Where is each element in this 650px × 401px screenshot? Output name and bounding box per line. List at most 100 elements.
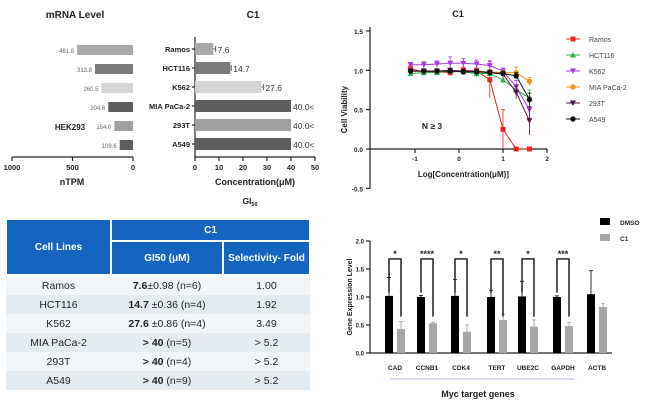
gi50-value: 14.7 ±0.36 (n=4) [111, 295, 223, 314]
gi50-value-label: 40.0< [293, 140, 315, 150]
viability-title: C1 [452, 9, 464, 19]
significance-bracket [521, 258, 535, 317]
viability-curve-293t [410, 69, 530, 121]
expr-bar-c1 [397, 328, 405, 353]
mrna-bar [114, 121, 133, 131]
gi50-x-tick-label: 10 [215, 163, 223, 172]
significance-label: * [393, 249, 397, 259]
expr-bar-dmso [587, 294, 595, 353]
viability-point [526, 118, 533, 124]
expr-legend-label: C1 [620, 236, 629, 243]
viability-point [420, 62, 427, 68]
mrna-bar [95, 64, 133, 74]
viability-curve-k562 [410, 62, 530, 110]
gi50-x-tick-label: 30 [263, 163, 271, 172]
expr-y-label: Gene Expression Level [347, 258, 354, 335]
viability-point [421, 68, 427, 74]
gi50-value: > 40 (n=5) [111, 333, 223, 352]
mrna-x-tick-label: 0 [131, 163, 135, 172]
viability-point [513, 89, 520, 96]
cell-line: HCT116 [6, 295, 111, 314]
legend-label: 293T [589, 101, 606, 108]
expr-y-tick-label: 2.0 [356, 240, 365, 246]
header-gi50: GI50 (μM) [110, 240, 224, 276]
expr-category-label: ACTB [588, 365, 606, 372]
expr-category-label: CCNB1 [416, 365, 439, 372]
gi50-value-label: 7.6 [218, 45, 230, 55]
selectivity-fold: 3.49 [223, 314, 310, 333]
viability-point [500, 76, 506, 83]
gi50-value-label: 14.7 [233, 64, 250, 74]
expr-x-label: Myc target genes [441, 389, 515, 399]
cell-line: MIA PaCa-2 [6, 333, 111, 352]
mrna-value-label: 313.8 [77, 68, 93, 74]
viability-point [434, 61, 440, 68]
legend-marker [570, 52, 576, 58]
gi50-x-tick-label: 40 [287, 163, 295, 172]
legend-label: Ramos [589, 37, 612, 44]
expr-category-label: CDK4 [452, 365, 470, 372]
viability-point [526, 146, 532, 152]
gi50-footer: GI50 [242, 196, 257, 208]
viability-point [486, 63, 493, 69]
gi50-table: Cell Lines C1 GI50 (μM) Selectivity- Fol… [5, 218, 311, 390]
viability-x-label: Log[Concentration(μM)] [418, 170, 509, 179]
gi50-bar [195, 81, 262, 93]
expr-bar-c1 [599, 307, 607, 353]
legend-label: A549 [589, 117, 605, 124]
gi50-category-label: K562 [172, 83, 190, 92]
significance-bracket [454, 258, 468, 317]
gi50-value: > 40 (n=9) [111, 371, 223, 390]
expr-legend-swatch [600, 234, 610, 241]
viability-point [460, 69, 467, 75]
significance-bracket [420, 258, 434, 317]
significance-bracket [490, 258, 504, 317]
viability-x-tick-label: 0 [457, 156, 461, 163]
gi50-value: 7.6±0.98 (n=6) [111, 275, 223, 295]
significance-bracket [388, 258, 402, 317]
expr-legend-label: DMSO [620, 220, 640, 227]
viability-y-tick-label: 1.5 [354, 29, 363, 36]
viability-x-tick-label: 2 [545, 156, 549, 163]
expr-bar-c1 [429, 323, 437, 353]
expr-category-label: UBE2C [517, 365, 539, 372]
gi50-value: 27.6 ±0.86 (n=4) [111, 314, 223, 333]
expr-y-tick-label: 0.5 [356, 324, 365, 330]
mrna-value-label: 154.0 [96, 125, 112, 131]
gi50-bar [195, 43, 214, 55]
gi50-category-label: A549 [172, 140, 190, 149]
legend-marker [570, 116, 576, 122]
expr-bar-dmso [385, 295, 393, 353]
viability-x-tick-label: -1 [412, 156, 418, 163]
gi50-x-tick-label: 50 [311, 163, 319, 172]
mrna-x-tick-label: 500 [66, 163, 79, 172]
cell-line: 293T [6, 352, 111, 371]
table-row: A549 > 40 (n=9) > 5.2 [6, 371, 310, 390]
gi50-bar [195, 138, 291, 150]
viability-point [487, 77, 493, 83]
gi50-value: > 40 (n=4) [111, 352, 223, 371]
viability-point [447, 68, 453, 74]
expr-category-label: CAD [388, 365, 402, 372]
gi50-bar [195, 62, 231, 74]
expr-y-tick-label: 1.0 [356, 296, 365, 302]
gi50-category-label: MIA PaCa-2 [149, 102, 190, 111]
viability-y-label: Cell Viability [340, 85, 349, 133]
expr-y-tick-label: 1.5 [356, 268, 365, 274]
table-row: K562 27.6 ±0.86 (n=4) 3.49 [6, 314, 310, 333]
viability-x-tick-label: 1 [501, 156, 505, 163]
significance-label: **** [420, 249, 435, 259]
viability-point [407, 62, 414, 68]
expr-bar-dmso [553, 297, 561, 353]
legend-marker [570, 68, 576, 74]
header-selectivity: Selectivity- Fold [222, 240, 311, 276]
expr-bar-dmso [487, 297, 495, 353]
viability-point [447, 60, 454, 67]
mrna-value-label: 109.6 [102, 144, 118, 150]
viability-point [473, 61, 480, 68]
expr-bar-dmso [417, 297, 425, 353]
gi50-value-label: 40.0< [293, 102, 315, 112]
gi50-value-label: 40.0< [293, 121, 315, 131]
significance-label: * [526, 249, 530, 259]
